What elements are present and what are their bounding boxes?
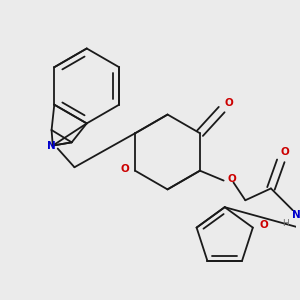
Text: O: O — [227, 174, 236, 184]
Text: O: O — [224, 98, 233, 108]
Text: N: N — [47, 141, 56, 151]
Text: O: O — [259, 220, 268, 230]
Text: N: N — [292, 210, 300, 220]
Text: O: O — [280, 147, 289, 157]
Text: H: H — [282, 219, 289, 228]
Text: O: O — [121, 164, 130, 174]
